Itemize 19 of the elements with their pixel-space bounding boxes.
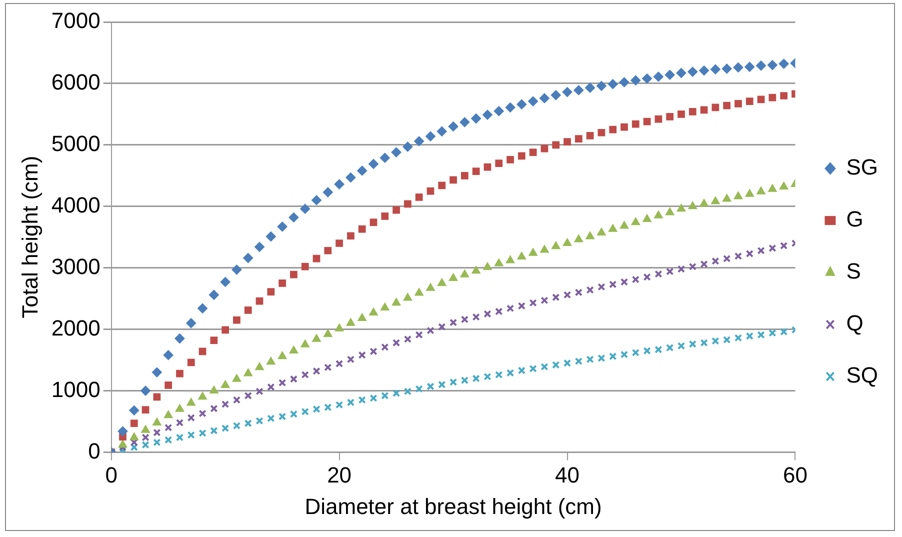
x-tick-label: 0 <box>105 462 118 488</box>
legend-label: SG <box>846 154 878 180</box>
legend-label: Q <box>846 310 864 336</box>
x-tick-label: 60 <box>782 462 808 488</box>
x-tick-label: 40 <box>555 462 580 488</box>
y-tick-label: 3000 <box>51 254 100 279</box>
legend-label: S <box>846 258 861 284</box>
y-axis-title: Total height (cm) <box>17 156 42 318</box>
y-tick-label: 7000 <box>51 8 100 34</box>
y-tick-label: 5000 <box>51 130 100 156</box>
y-tick-label: 1000 <box>51 376 100 402</box>
y-tick-label: 6000 <box>51 70 100 95</box>
legend-label: G <box>846 206 864 232</box>
legend-label: SQ <box>846 362 878 388</box>
y-tick-label: 4000 <box>51 192 100 218</box>
y-tick-label: 2000 <box>51 315 100 340</box>
y-tick-label: 0 <box>88 438 100 464</box>
x-tick-label: 20 <box>327 462 352 488</box>
x-axis-title: Diameter at breast height (cm) <box>304 494 602 519</box>
